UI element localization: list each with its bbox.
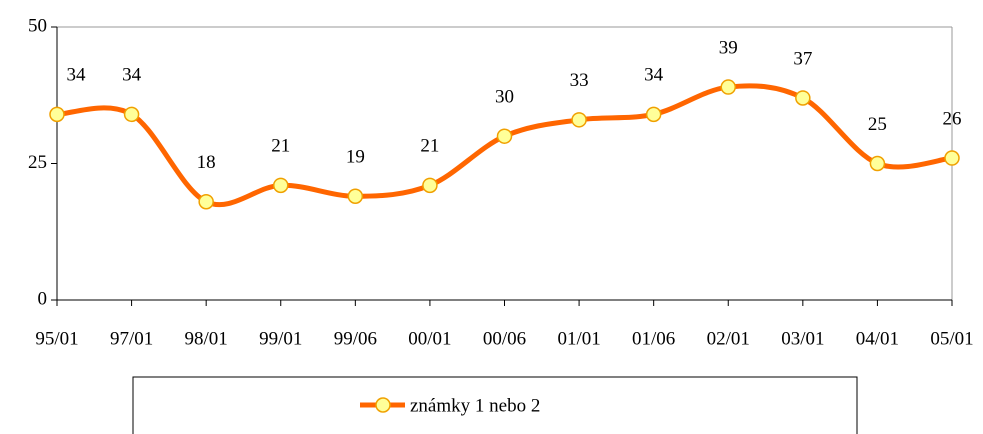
legend-box xyxy=(132,376,858,434)
x-tick-label: 00/06 xyxy=(483,328,526,349)
data-label: 34 xyxy=(122,65,142,86)
data-label: 39 xyxy=(719,37,738,58)
marker xyxy=(645,106,662,123)
legend-label: známky 1 nebo 2 xyxy=(410,395,540,416)
y-tick-label: 0 xyxy=(38,288,48,309)
marker xyxy=(49,106,65,123)
y-tick-label: 25 xyxy=(28,152,47,173)
x-tick-label: 99/06 xyxy=(334,328,377,349)
data-label: 21 xyxy=(271,136,290,157)
x-tick-label: 05/01 xyxy=(930,328,973,349)
data-label: 25 xyxy=(868,114,887,135)
x-tick-label: 03/01 xyxy=(781,328,824,349)
data-label: 30 xyxy=(495,87,514,108)
marker xyxy=(273,177,289,194)
x-tick-label: 02/01 xyxy=(707,328,750,349)
x-tick-label: 97/01 xyxy=(110,328,153,349)
x-tick-label: 98/01 xyxy=(185,328,228,349)
data-label: 34 xyxy=(67,65,87,86)
x-tick-label: 99/01 xyxy=(259,328,302,349)
data-label: 19 xyxy=(346,147,365,168)
data-label: 33 xyxy=(570,70,589,91)
x-tick-label: 95/01 xyxy=(35,328,78,349)
x-tick-label: 04/01 xyxy=(856,328,899,349)
marker xyxy=(944,150,960,166)
data-label: 21 xyxy=(420,136,439,157)
marker xyxy=(496,128,513,144)
marker xyxy=(571,112,587,128)
data-label: 34 xyxy=(644,65,664,86)
marker xyxy=(869,155,886,172)
x-tick-label: 00/01 xyxy=(408,328,451,349)
y-tick-label: 50 xyxy=(28,15,47,36)
marker xyxy=(720,79,736,95)
marker xyxy=(422,177,438,194)
data-label: 37 xyxy=(793,48,812,69)
data-label: 18 xyxy=(197,152,216,173)
marker xyxy=(198,193,214,210)
legend-marker xyxy=(375,397,391,413)
data-label: 26 xyxy=(943,108,962,129)
x-tick-label: 01/06 xyxy=(632,328,675,349)
marker xyxy=(795,90,811,106)
marker xyxy=(123,106,140,123)
x-tick-label: 01/01 xyxy=(557,328,600,349)
marker xyxy=(347,188,364,205)
